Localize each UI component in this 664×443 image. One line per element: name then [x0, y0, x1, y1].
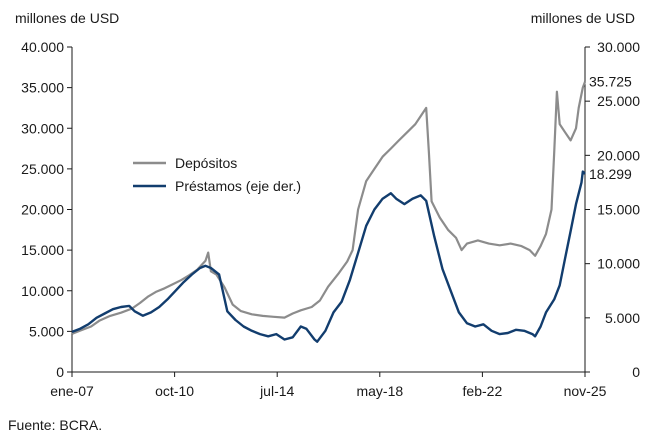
- legend-label-prestamos: Préstamos (eje der.): [175, 178, 301, 194]
- left-axis-tick-label: 0: [56, 364, 64, 380]
- end-label-depositos: 35.725: [589, 74, 632, 90]
- x-axis-tick-label: jul-14: [259, 383, 294, 399]
- left-axis-tick-label: 35.000: [21, 80, 64, 96]
- x-axis-tick-label: oct-10: [155, 383, 194, 399]
- source-note: Fuente: BCRA.: [8, 417, 103, 433]
- left-axis-tick-label: 15.000: [21, 242, 64, 258]
- right-axis-tick-label: 25.000: [597, 93, 640, 109]
- legend: Depósitos Préstamos (eje der.): [133, 155, 301, 194]
- right-axis-tick-label: 0: [632, 364, 640, 380]
- right-axis-tick-label: 30.000: [597, 39, 640, 55]
- right-axis-unit-label: millones de USD: [531, 10, 635, 26]
- series-line-prestamos: [71, 170, 586, 343]
- right-axis-tick-label: 5.000: [605, 310, 640, 326]
- end-label-prestamos: 18.299: [589, 166, 632, 182]
- x-axis-tick-label: ene-07: [50, 383, 94, 399]
- series-layer: 35.725 18.299: [71, 74, 632, 343]
- left-axis-tick-label: 10.000: [21, 283, 64, 299]
- left-axis-unit-label: millones de USD: [15, 10, 119, 26]
- x-axis-tick-label: nov-25: [564, 383, 607, 399]
- x-axis-tick-label: may-18: [356, 383, 403, 399]
- legend-label-depositos: Depósitos: [175, 155, 237, 171]
- left-axis-tick-label: 40.000: [21, 39, 64, 55]
- left-axis-tick-label: 5.000: [29, 323, 64, 339]
- series-line-depositos: [71, 81, 587, 335]
- left-axis-tick-label: 30.000: [21, 120, 64, 136]
- left-axis-tick-label: 25.000: [21, 161, 64, 177]
- x-axis-tick-label: feb-22: [463, 383, 503, 399]
- axes: 0 5.000 10.000 15.000 20.000 25.000 30.000 35.0…: [21, 39, 640, 399]
- right-axis-tick-label: 20.000: [597, 147, 640, 163]
- right-axis-tick-label: 15.000: [597, 202, 640, 218]
- right-axis-tick-label: 10.000: [597, 256, 640, 272]
- left-axis-tick-label: 20.000: [21, 202, 64, 218]
